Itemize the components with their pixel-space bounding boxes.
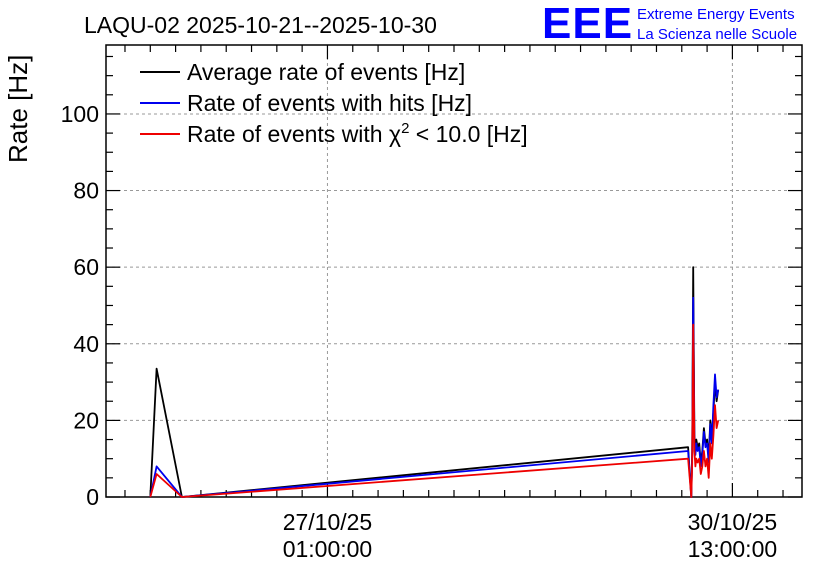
series-layer xyxy=(149,266,720,498)
x-tick-label-date: 30/10/25 xyxy=(688,509,778,535)
legend-label: Rate of events with χ2 < 10.0 [Hz] xyxy=(187,120,528,147)
eee-logo-line2: La Scienza nelle Scuole xyxy=(637,26,797,43)
grid xyxy=(106,45,802,497)
eee-logo: EEE Extreme Energy Events La Scienza nel… xyxy=(542,0,797,48)
series-chi2-rate-line xyxy=(149,323,720,498)
chart-title: LAQU-02 2025-10-21--2025-10-30 xyxy=(84,12,437,38)
y-tick-label: 20 xyxy=(73,407,99,433)
y-tick-label: 0 xyxy=(86,484,99,510)
x-tick-label-time: 01:00:00 xyxy=(283,536,373,562)
legend: Average rate of events [Hz] Rate of event… xyxy=(140,59,528,147)
legend-label: Average rate of events [Hz] xyxy=(187,59,465,85)
x-tick-label-time: 13:00:00 xyxy=(688,536,778,562)
legend-label: Rate of events with hits [Hz] xyxy=(187,90,472,116)
y-tick-label: 60 xyxy=(73,254,99,280)
eee-logo-line1: Extreme Energy Events xyxy=(637,6,795,23)
eee-logo-mark: EEE xyxy=(542,0,633,48)
x-tick-label-date: 27/10/25 xyxy=(283,509,373,535)
y-axis-label: Rate [Hz] xyxy=(3,55,33,163)
y-tick-label: 80 xyxy=(73,178,99,204)
series-hits-rate-line xyxy=(149,296,720,498)
y-tick-label: 100 xyxy=(61,101,99,127)
y-tick-label: 40 xyxy=(73,331,99,357)
